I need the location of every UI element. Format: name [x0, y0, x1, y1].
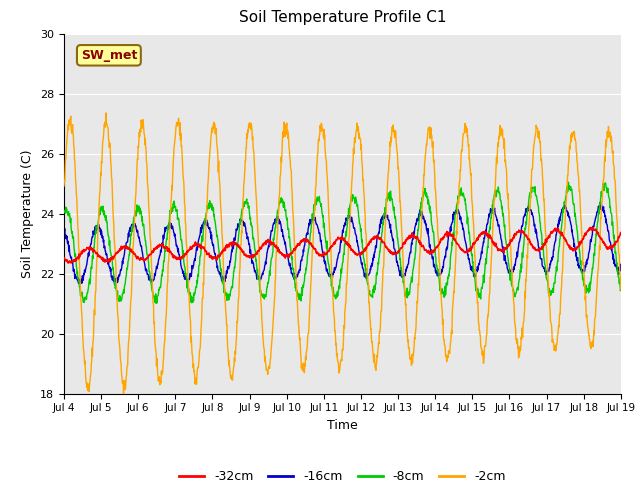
Y-axis label: Soil Temperature (C): Soil Temperature (C)	[22, 149, 35, 278]
Text: SW_met: SW_met	[81, 49, 137, 62]
X-axis label: Time: Time	[327, 419, 358, 432]
Legend: -32cm, -16cm, -8cm, -2cm: -32cm, -16cm, -8cm, -2cm	[174, 465, 511, 480]
Title: Soil Temperature Profile C1: Soil Temperature Profile C1	[239, 11, 446, 25]
